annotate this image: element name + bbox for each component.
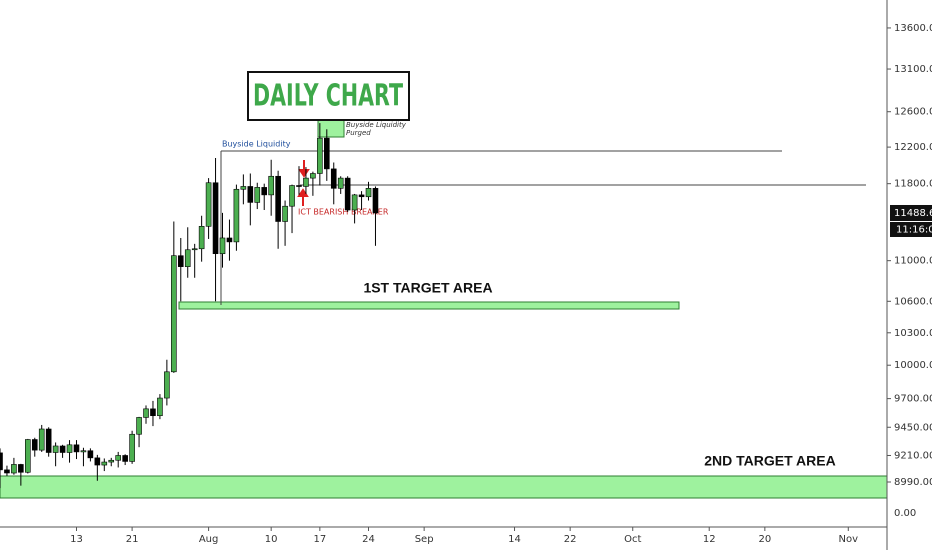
candle-body — [310, 173, 316, 179]
candle-body — [351, 194, 358, 211]
price-label-box — [890, 204, 932, 221]
candle-body — [80, 450, 87, 453]
y-tick-label: 11800.00 — [894, 179, 932, 190]
candle-body — [4, 469, 10, 474]
price-label: 11488.67 — [894, 208, 932, 219]
x-tick-label: 21 — [126, 534, 139, 545]
candle-body — [212, 182, 219, 255]
target-zone-1 — [178, 301, 680, 310]
candle-body — [282, 205, 288, 222]
candle-body — [198, 226, 205, 250]
candle-body — [372, 188, 379, 214]
candle-body — [11, 464, 17, 474]
candle-body — [25, 439, 31, 473]
candle-body — [275, 175, 281, 222]
y-tick-label: 9450.00 — [894, 422, 932, 433]
candle-body — [0, 452, 3, 471]
annotation: Buyside Liquidity — [346, 121, 407, 129]
x-tick-label: Aug — [199, 534, 219, 545]
chart-title: DAILY CHART — [253, 79, 403, 114]
y-tick-label: 10300.00 — [894, 328, 932, 339]
candle-body — [330, 168, 337, 189]
candle-body — [150, 408, 156, 417]
candle-body — [59, 445, 66, 453]
candle-body — [184, 249, 191, 267]
candle-body — [157, 397, 163, 417]
y-tick-label: 13600.00 — [894, 23, 932, 34]
candle-body — [247, 186, 254, 203]
candle-body — [226, 237, 233, 243]
candle-body — [240, 186, 247, 190]
x-tick-label: 22 — [564, 534, 577, 545]
candle-body — [219, 237, 226, 255]
x-tick-label: 24 — [362, 534, 375, 545]
candle-body — [171, 255, 177, 373]
candle-body — [337, 177, 344, 189]
candle-body — [52, 445, 59, 453]
y-tick-label: 10600.00 — [894, 296, 932, 307]
candle-body — [177, 255, 184, 267]
x-tick-label: 10 — [265, 534, 278, 545]
x-tick-label: 13 — [70, 534, 83, 545]
annotation: 2ND TARGET AREA — [704, 453, 835, 469]
title-box — [247, 71, 410, 121]
y-tick-label: 0.00 — [894, 508, 916, 519]
countdown-box — [890, 221, 932, 237]
candle-body — [45, 428, 52, 453]
candle-body — [101, 461, 108, 466]
candle-body — [164, 371, 170, 399]
candle-body — [129, 433, 135, 462]
candle-body — [344, 177, 351, 211]
candle-body — [143, 408, 149, 418]
y-tick-label: 12200.00 — [894, 142, 932, 153]
purged-box — [317, 119, 345, 138]
candle-body — [296, 185, 302, 187]
candle-body — [289, 185, 295, 207]
candle-body — [38, 428, 45, 451]
candle-body — [122, 455, 128, 462]
candle-body — [87, 450, 94, 459]
candle-body — [254, 187, 261, 203]
annotation: Buyside Liquidity — [222, 140, 291, 149]
candle-body — [108, 459, 115, 463]
candle-body — [191, 248, 198, 251]
y-tick-label: 10000.00 — [894, 360, 932, 371]
annotation: Purged — [346, 129, 371, 137]
y-tick-label: 12600.00 — [894, 107, 932, 118]
target-zone-2 — [0, 475, 888, 499]
y-tick-label: 13100.00 — [894, 64, 932, 75]
candle-body — [18, 464, 24, 473]
countdown: 11:16:01 — [896, 224, 932, 235]
x-tick-label: 20 — [758, 534, 771, 545]
candle-body — [317, 137, 323, 174]
candle-body — [66, 444, 73, 453]
candle-body — [358, 194, 365, 198]
x-tick-label: 14 — [508, 534, 521, 545]
candle-body — [261, 187, 268, 196]
y-tick-label: 11000.00 — [894, 256, 932, 267]
y-tick-label: 9700.00 — [894, 394, 932, 405]
annotation: ICT BEARISH BREAKER — [298, 208, 389, 217]
y-tick-label: 9210.00 — [894, 450, 932, 461]
x-tick-label: 17 — [313, 534, 326, 545]
candle-body — [73, 444, 80, 453]
annotation: 1ST TARGET AREA — [363, 280, 492, 296]
candle-body — [31, 439, 38, 451]
candle-body — [365, 188, 372, 198]
candle-body — [323, 137, 330, 170]
candle-body — [115, 455, 122, 461]
candle-body — [205, 182, 212, 227]
x-tick-label: Nov — [839, 534, 859, 545]
x-tick-label: Sep — [415, 534, 434, 545]
candle-body — [136, 417, 142, 435]
x-tick-label: 12 — [703, 534, 716, 545]
candle-body — [233, 188, 240, 243]
candle-body — [268, 175, 274, 196]
candle-body — [303, 177, 309, 187]
y-tick-label: 8990.00 — [894, 477, 932, 488]
candle-body — [94, 457, 101, 466]
x-tick-label: Oct — [624, 534, 641, 545]
